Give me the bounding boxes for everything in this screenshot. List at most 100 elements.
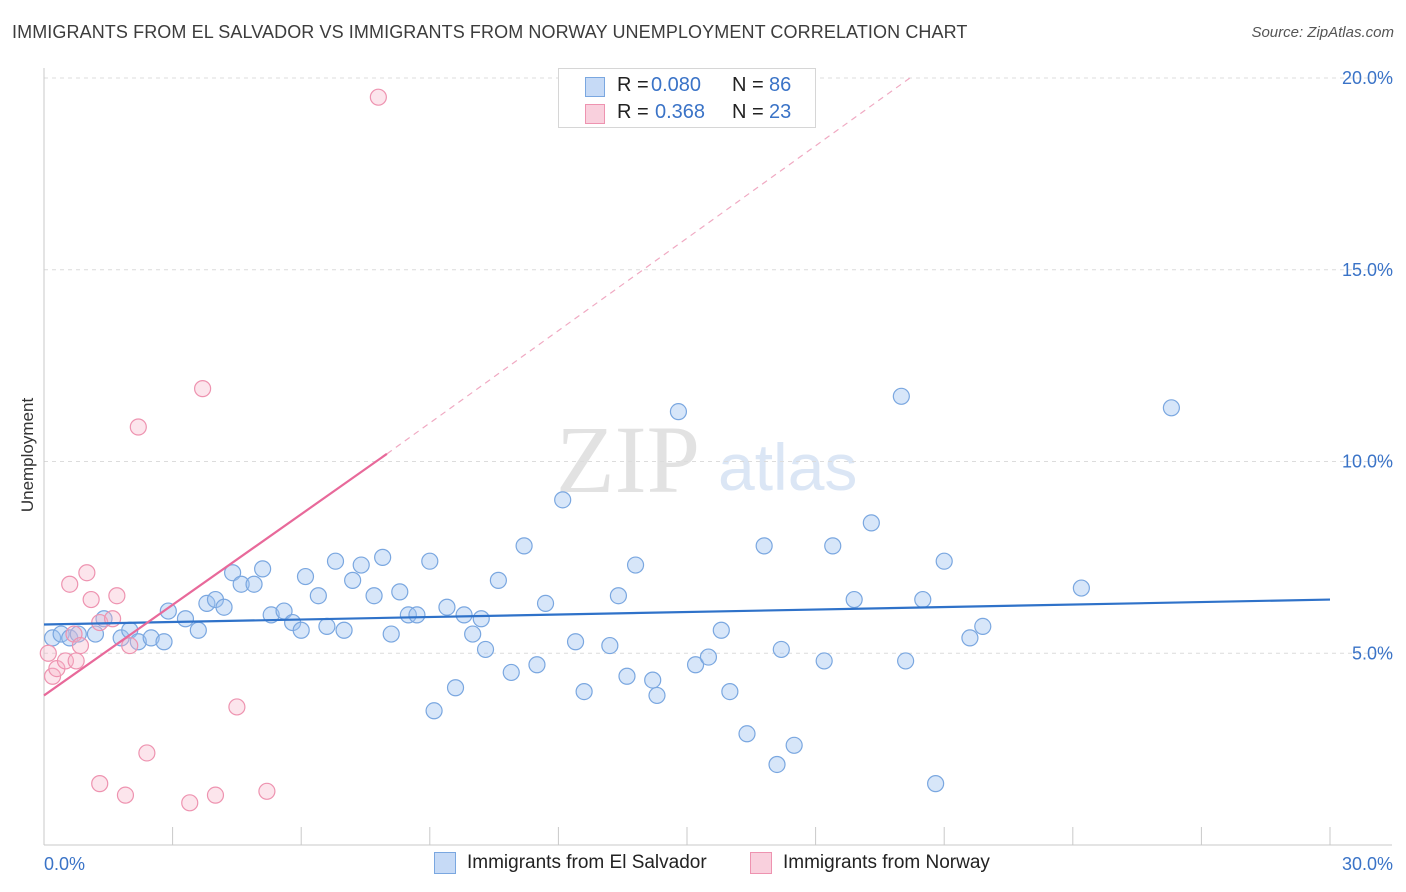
data-point-el-salvador xyxy=(476,640,495,659)
data-point-el-salvador xyxy=(215,598,233,616)
series-norway xyxy=(39,88,387,812)
trend-line-norway-extension xyxy=(386,77,911,455)
data-point-el-salvador xyxy=(536,594,555,612)
data-point-el-salvador xyxy=(824,537,842,555)
data-point-norway xyxy=(181,794,199,812)
bottom-legend-label: Immigrants from El Salvador xyxy=(467,852,707,873)
data-point-el-salvador xyxy=(738,725,756,743)
data-point-el-salvador xyxy=(927,775,945,793)
data-point-norway xyxy=(78,564,96,582)
legend-n-label: N = xyxy=(732,101,764,123)
bottom-legend-swatch-pink xyxy=(750,852,772,874)
axes xyxy=(43,68,1392,846)
data-point-el-salvador xyxy=(344,571,362,589)
legend-n-label: N = xyxy=(732,74,764,96)
x-tick-label: 0.0% xyxy=(44,854,85,874)
data-point-el-salvador xyxy=(566,633,585,651)
data-point-el-salvador xyxy=(352,556,370,574)
y-tick-label: 10.0% xyxy=(1342,452,1393,472)
legend-r-value: 0.080 xyxy=(651,74,702,96)
data-point-el-salvador xyxy=(897,652,915,670)
data-point-el-salvador xyxy=(326,552,345,570)
data-point-el-salvador xyxy=(159,602,177,620)
legend-n-value: 23 xyxy=(769,101,792,123)
bottom-legend-label: Immigrants from Norway xyxy=(783,852,990,873)
data-point-norway xyxy=(71,636,90,655)
data-point-el-salvador xyxy=(862,514,880,532)
grid-lines xyxy=(44,77,1392,654)
data-point-norway xyxy=(369,88,387,106)
data-point-el-salvador xyxy=(335,621,353,639)
data-point-el-salvador xyxy=(142,629,160,647)
y-tick-label: 20.0% xyxy=(1342,68,1393,88)
correlation-legend: R = 0.080 N = 86 R = 0.368 N = 23 xyxy=(558,68,816,128)
data-point-el-salvador xyxy=(309,587,327,605)
data-point-el-salvador xyxy=(721,682,739,701)
data-point-norway xyxy=(258,782,276,800)
data-point-el-salvador xyxy=(365,587,383,605)
data-point-el-salvador xyxy=(755,537,773,555)
data-point-el-salvador xyxy=(374,548,392,566)
data-point-el-salvador xyxy=(892,387,910,405)
y-tick-label: 15.0% xyxy=(1342,260,1393,280)
data-point-el-salvador xyxy=(669,403,688,421)
data-point-el-salvador xyxy=(502,663,520,682)
data-point-norway xyxy=(129,418,147,436)
data-point-el-salvador xyxy=(198,594,216,612)
data-point-el-salvador xyxy=(1072,579,1090,597)
data-point-el-salvador xyxy=(464,625,482,643)
legend-r-label: R = xyxy=(617,74,649,96)
y-tick-label: 5.0% xyxy=(1352,643,1393,663)
watermark-atlas: atlas xyxy=(718,430,857,504)
bottom-legend-swatch-blue xyxy=(434,852,456,874)
data-point-el-salvador xyxy=(618,667,636,685)
data-point-el-salvador xyxy=(785,736,803,754)
data-point-el-salvador xyxy=(686,656,705,674)
data-point-el-salvador xyxy=(699,648,718,666)
data-point-el-salvador xyxy=(974,617,992,636)
data-point-el-salvador xyxy=(845,590,863,609)
data-point-el-salvador xyxy=(129,633,147,651)
data-point-el-salvador xyxy=(626,556,645,574)
data-point-el-salvador xyxy=(1162,399,1180,417)
data-point-el-salvador xyxy=(935,552,953,570)
data-point-el-salvador xyxy=(232,575,250,593)
data-point-norway xyxy=(228,698,246,716)
data-point-el-salvador xyxy=(961,629,979,647)
data-point-el-salvador xyxy=(528,656,546,674)
x-tick-label: 30.0% xyxy=(1342,854,1393,874)
data-point-el-salvador xyxy=(815,652,833,670)
data-point-el-salvador xyxy=(292,621,310,639)
data-point-el-salvador xyxy=(455,606,473,624)
data-point-el-salvador xyxy=(768,755,786,774)
legend-n-value: 86 xyxy=(769,74,792,96)
tick-labels: 0.0% 30.0% 5.0% 10.0% 15.0% 20.0% xyxy=(44,68,1393,874)
data-point-el-salvador xyxy=(554,491,572,509)
data-point-el-salvador xyxy=(262,606,280,624)
data-point-norway xyxy=(108,587,126,605)
legend-r-label: R = xyxy=(617,101,649,123)
trend-lines xyxy=(43,77,1331,697)
data-point-el-salvador xyxy=(446,679,465,697)
data-point-el-salvador xyxy=(408,606,426,624)
data-point-el-salvador xyxy=(155,633,173,651)
trend-line-el-salvador xyxy=(43,598,1331,626)
data-point-norway xyxy=(121,636,139,655)
legend-swatch-blue xyxy=(585,77,605,97)
data-point-el-salvador xyxy=(489,571,507,589)
data-point-norway xyxy=(91,775,109,793)
data-point-el-salvador xyxy=(296,567,315,586)
data-point-norway xyxy=(194,380,212,398)
data-point-el-salvador xyxy=(472,610,490,628)
data-point-norway xyxy=(116,786,135,804)
data-point-el-salvador xyxy=(515,537,533,555)
data-point-el-salvador xyxy=(648,686,666,705)
data-point-el-salvador xyxy=(914,590,932,609)
data-point-el-salvador xyxy=(438,598,456,616)
data-point-el-salvador xyxy=(224,564,242,582)
data-point-el-salvador xyxy=(382,625,400,643)
data-point-norway xyxy=(206,786,225,804)
data-point-norway xyxy=(67,652,85,670)
data-point-norway xyxy=(61,575,79,593)
chart-title: IMMIGRANTS FROM EL SALVADOR VS IMMIGRANT… xyxy=(12,22,968,42)
